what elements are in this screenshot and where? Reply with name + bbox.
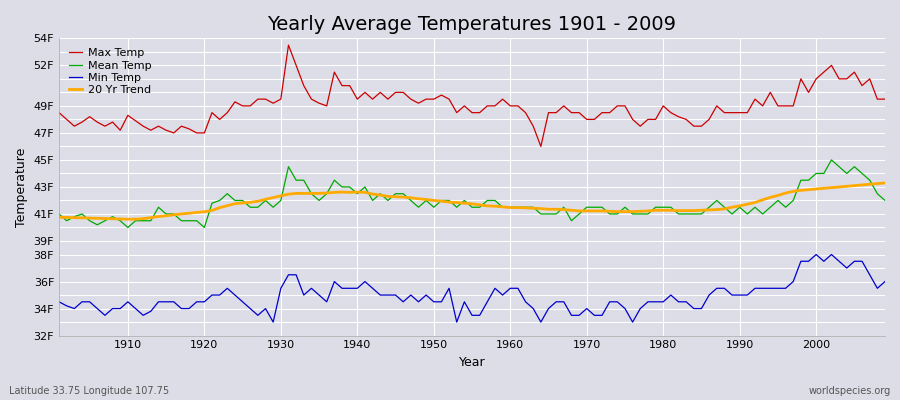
Mean Temp [337, 184, 347, 189]
Max Temp [115, 128, 126, 133]
Line: Min Temp: Min Temp [59, 254, 885, 322]
Min Temp [879, 279, 890, 284]
Mean Temp [115, 218, 126, 223]
Line: Mean Temp: Mean Temp [59, 160, 885, 228]
Mean Temp [505, 205, 516, 210]
20 Yr Trend [291, 191, 302, 196]
Text: Latitude 33.75 Longitude 107.75: Latitude 33.75 Longitude 107.75 [9, 386, 169, 396]
Mean Temp [122, 225, 133, 230]
Title: Yearly Average Temperatures 1901 - 2009: Yearly Average Temperatures 1901 - 2009 [267, 15, 677, 34]
20 Yr Trend [115, 216, 126, 221]
Min Temp [268, 320, 279, 324]
Line: Max Temp: Max Temp [59, 45, 885, 146]
20 Yr Trend [604, 209, 615, 214]
Mean Temp [54, 212, 65, 216]
Mean Temp [826, 158, 837, 162]
Mean Temp [604, 212, 615, 216]
Max Temp [337, 83, 347, 88]
Max Temp [879, 97, 890, 102]
Mean Temp [512, 205, 523, 210]
Mean Temp [879, 198, 890, 203]
X-axis label: Year: Year [459, 356, 485, 369]
Text: worldspecies.org: worldspecies.org [809, 386, 891, 396]
Min Temp [291, 272, 302, 277]
Min Temp [505, 286, 516, 291]
20 Yr Trend [512, 205, 523, 210]
Min Temp [115, 306, 126, 311]
Min Temp [337, 286, 347, 291]
Max Temp [291, 63, 302, 68]
Mean Temp [291, 178, 302, 183]
Max Temp [612, 104, 623, 108]
20 Yr Trend [337, 190, 347, 194]
Line: 20 Yr Trend: 20 Yr Trend [59, 183, 885, 219]
Legend: Max Temp, Mean Temp, Min Temp, 20 Yr Trend: Max Temp, Mean Temp, Min Temp, 20 Yr Tre… [65, 44, 156, 100]
Min Temp [604, 300, 615, 304]
Min Temp [811, 252, 822, 257]
Max Temp [54, 110, 65, 115]
Y-axis label: Temperature: Temperature [15, 147, 28, 227]
20 Yr Trend [505, 205, 516, 210]
Max Temp [284, 43, 294, 48]
20 Yr Trend [879, 180, 890, 185]
20 Yr Trend [122, 217, 133, 222]
Max Temp [505, 104, 516, 108]
Max Temp [512, 104, 523, 108]
Max Temp [536, 144, 546, 149]
20 Yr Trend [54, 215, 65, 220]
Min Temp [54, 300, 65, 304]
Min Temp [512, 286, 523, 291]
